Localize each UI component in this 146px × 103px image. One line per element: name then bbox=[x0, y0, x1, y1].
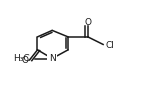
Text: O: O bbox=[84, 18, 91, 27]
Text: Cl: Cl bbox=[106, 41, 115, 50]
Text: H₃C: H₃C bbox=[13, 54, 29, 63]
Text: O: O bbox=[22, 56, 28, 65]
Text: N: N bbox=[49, 54, 56, 63]
